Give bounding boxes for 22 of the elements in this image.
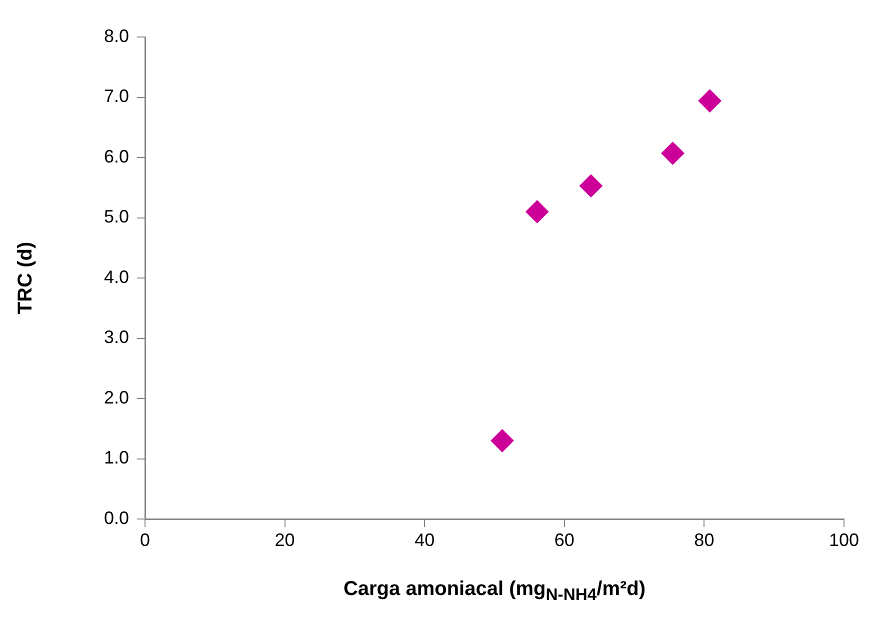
x-tick-label: 60 xyxy=(554,530,574,550)
point xyxy=(698,89,722,112)
y-axis-title: TRC (d) xyxy=(14,242,37,314)
point xyxy=(526,200,549,224)
x-tick-label: 100 xyxy=(828,530,860,550)
y-tick-label: 4.0 xyxy=(104,266,129,287)
y-tick-label: 6.0 xyxy=(104,146,129,166)
x-tick-label: 80 xyxy=(694,530,714,550)
y-tick-label: 0.0 xyxy=(104,508,129,528)
y-tick-label: 2.0 xyxy=(104,387,129,408)
y-tick-label: 5.0 xyxy=(104,206,129,227)
point xyxy=(661,142,684,165)
x-axis-title: Carga amoniacal (mg$_{N-NH4}$/m²d) xyxy=(342,578,647,605)
y-tick-label: 7.0 xyxy=(104,86,129,106)
y-tick-label: 3.0 xyxy=(104,327,129,348)
x-tick-label: 40 xyxy=(414,530,435,550)
point xyxy=(579,174,602,198)
x-tick-label: 0 xyxy=(140,530,150,550)
y-tick-label: 8.0 xyxy=(104,26,129,46)
point xyxy=(490,429,514,452)
x-tick-label: 20 xyxy=(274,530,295,550)
y-tick-label: 1.0 xyxy=(104,448,129,468)
